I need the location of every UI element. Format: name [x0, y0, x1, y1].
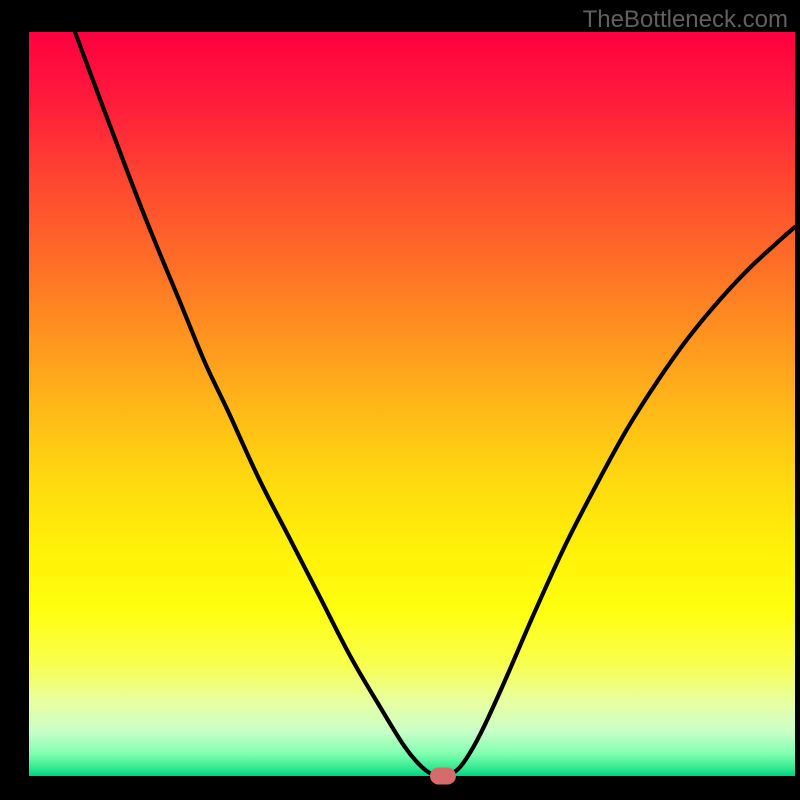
curve-path	[75, 32, 795, 776]
chart-container: TheBottleneck.com	[0, 0, 800, 800]
bottleneck-curve	[29, 32, 795, 776]
plot-area	[29, 32, 795, 776]
watermark-text: TheBottleneck.com	[583, 6, 788, 34]
optimal-point-marker	[430, 768, 456, 785]
